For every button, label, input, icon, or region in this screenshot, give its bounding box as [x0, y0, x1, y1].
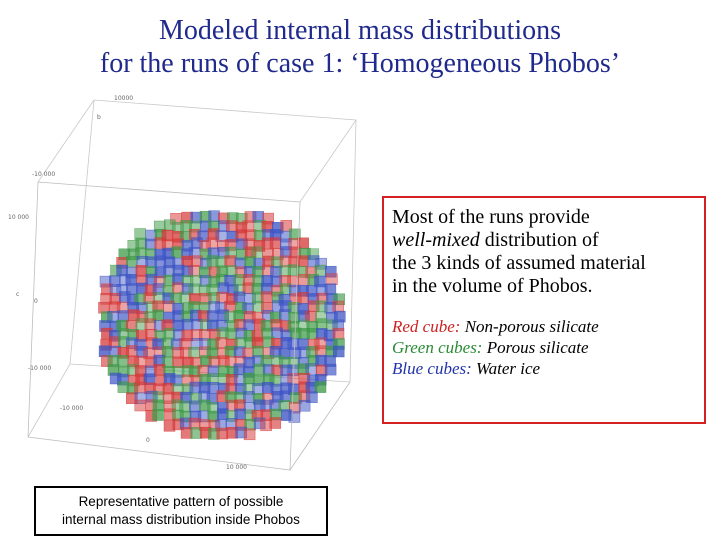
caption-line-1: Representative pattern of possible	[78, 494, 284, 509]
material-cube	[253, 417, 266, 430]
material-cube	[189, 400, 201, 413]
material-legend: Red cube: Non-porous silicate Green cube…	[392, 316, 704, 379]
material-cube	[109, 275, 121, 287]
material-cube	[170, 374, 182, 387]
tick-label: b	[97, 114, 101, 121]
material-cube	[188, 346, 200, 359]
material-cube	[135, 265, 148, 277]
legend-blue: Blue cubes: Water ice	[392, 359, 541, 378]
bounding-box-front	[27, 181, 351, 471]
material-cube	[298, 399, 311, 412]
legend-green: Green cubes: Porous silicate	[392, 338, 589, 357]
tick-label: -10 000	[28, 365, 51, 372]
material-cube	[171, 246, 183, 258]
material-cube	[307, 255, 320, 267]
material-cube	[243, 428, 256, 441]
material-cube	[191, 319, 203, 331]
caption-line-2: internal mass distribution inside Phobos	[62, 512, 300, 527]
tick-label: 10000	[114, 95, 133, 102]
legend-red-label: Red cube:	[392, 317, 461, 336]
material-cube	[289, 228, 301, 241]
material-cube	[206, 237, 218, 250]
material-cube	[179, 338, 191, 350]
material-cube	[325, 265, 337, 278]
material-cube	[224, 255, 236, 267]
material-cube	[297, 292, 310, 304]
material-cube	[324, 363, 337, 376]
info-line-4: in the volume of Phobos.	[392, 275, 593, 297]
info-line-3: the 3 kinds of assumed material	[392, 252, 646, 274]
material-cube	[208, 210, 220, 222]
material-cube	[243, 372, 255, 385]
material-cube	[125, 345, 138, 357]
material-cube	[180, 427, 193, 439]
material-cube	[134, 381, 146, 394]
material-cube	[288, 411, 301, 423]
tick-label: 10 000	[226, 464, 247, 471]
material-cube	[251, 246, 263, 259]
tick-label: -10 000	[60, 405, 83, 412]
material-cube	[181, 283, 194, 295]
material-cube	[306, 391, 318, 403]
title-line-1: Modeled internal mass distributions	[158, 15, 562, 46]
info-line-1: Most of the runs provide	[392, 206, 590, 228]
tick-label: -10 000	[32, 171, 55, 178]
material-cube	[315, 318, 328, 330]
material-cube	[326, 273, 338, 285]
material-cube	[152, 409, 164, 421]
material-cube	[188, 264, 200, 277]
material-cube	[134, 399, 147, 412]
material-cube	[332, 300, 345, 313]
tick-label: 0	[34, 298, 38, 305]
legend-blue-label: Blue cubes:	[392, 359, 472, 378]
material-cube	[332, 327, 345, 340]
material-cube	[333, 293, 345, 306]
tick-label: c	[16, 291, 19, 298]
material-cube	[269, 237, 282, 249]
material-cube	[207, 228, 220, 240]
legend-green-label: Green cubes:	[392, 338, 483, 357]
title-line-2: for the runs of case 1: ‘Homogeneous Pho…	[99, 48, 621, 79]
material-cube	[332, 345, 345, 358]
caption-box: Representative pattern of possible inter…	[34, 486, 328, 536]
material-cube	[126, 392, 138, 404]
slide-title: Modeled internal mass distributions for …	[0, 14, 720, 80]
material-cube	[216, 427, 229, 440]
material-cube	[143, 292, 156, 304]
tick-label: 10 000	[8, 214, 29, 221]
material-cube	[269, 417, 282, 429]
info-box: Most of the runs provide well-mixed dist…	[382, 196, 706, 424]
well-mixed-emphasis: well-mixed	[392, 229, 480, 251]
tick-label: 0	[146, 437, 150, 444]
cube-cloud	[98, 210, 346, 441]
legend-red: Red cube: Non-porous silicate	[392, 317, 599, 336]
info-line-2: well-mixed distribution of	[392, 229, 599, 251]
axis-ticks: 10000 b -10 000 10 000 c 0 -10 000 -10 0…	[8, 95, 247, 471]
phobos-cube-plot: 10000 b -10 000 10 000 c 0 -10 000 -10 0…	[8, 95, 357, 471]
material-cube	[314, 381, 327, 393]
